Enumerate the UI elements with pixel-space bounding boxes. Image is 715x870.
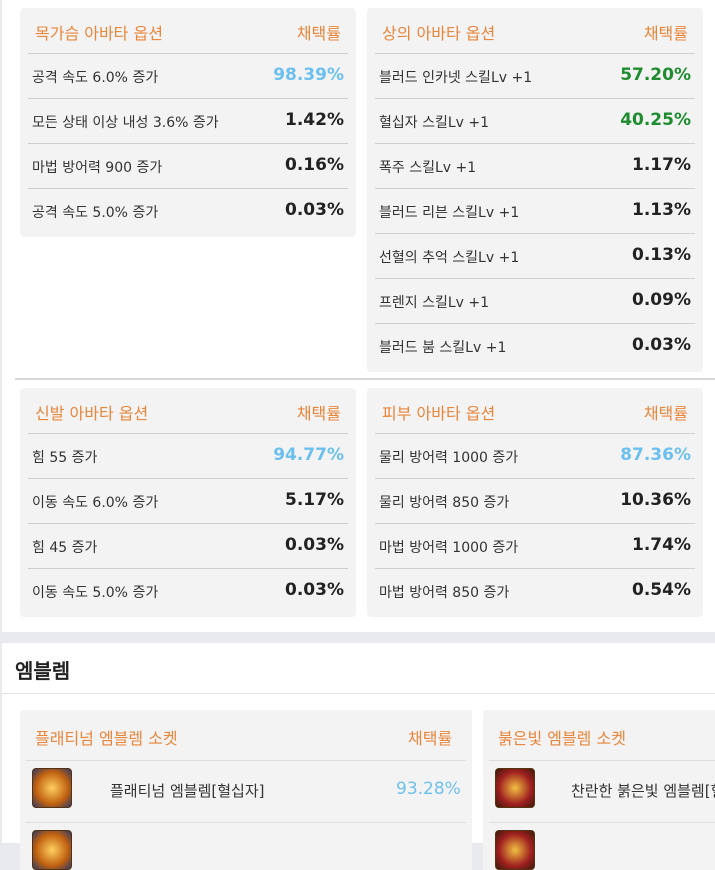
- row-separator: [375, 323, 695, 324]
- panel-title: 목가슴 아바타 옵션: [35, 24, 163, 43]
- adoption-rate: 0.09%: [632, 290, 691, 310]
- adoption-rate: 57.20%: [620, 65, 691, 85]
- rate-header: 채택률: [296, 24, 341, 43]
- adoption-rate: 10.36%: [620, 490, 691, 510]
- row-separator: [375, 53, 695, 54]
- row-separator: [375, 188, 695, 189]
- panel-title: 붉은빛 엠블렘 소켓: [498, 729, 626, 748]
- row-separator: [375, 433, 695, 434]
- rate-header: 채택률: [643, 404, 688, 423]
- panel-title: 신발 아바타 옵션: [35, 404, 149, 423]
- option-name: 혈십자 스킬Lv +1: [379, 115, 490, 131]
- emblem-icon: [32, 830, 72, 870]
- option-name: 블러드 붐 스킬Lv +1: [379, 340, 507, 356]
- adoption-rate: 0.54%: [632, 580, 691, 600]
- rate-header: 채택률: [296, 404, 341, 423]
- option-name: 공격 속도 5.0% 증가: [32, 205, 159, 221]
- row-separator: [489, 760, 715, 761]
- divider: [2, 693, 715, 694]
- option-name: 힘 55 증가: [32, 450, 98, 466]
- adoption-rate: 0.03%: [285, 535, 344, 555]
- panel-title: 상의 아바타 옵션: [382, 24, 496, 43]
- row-separator: [28, 188, 348, 189]
- row-separator: [489, 822, 715, 823]
- emblem-name: 플래티넘 엠블렘[혈십자]: [110, 782, 265, 800]
- row-separator: [375, 98, 695, 99]
- row-separator: [28, 568, 348, 569]
- adoption-rate: 0.13%: [632, 245, 691, 265]
- emblem-name: 찬란한 붉은빛 엠블렘[혈: [571, 782, 715, 800]
- adoption-rate: 1.74%: [632, 535, 691, 555]
- adoption-rate: 0.03%: [285, 200, 344, 220]
- rate-header: 채택률: [408, 729, 453, 748]
- adoption-rate: 1.42%: [285, 110, 344, 130]
- emblem-icon: [32, 768, 72, 808]
- row-separator: [28, 523, 348, 524]
- adoption-rate: 1.13%: [632, 200, 691, 220]
- row-separator: [375, 278, 695, 279]
- option-name: 공격 속도 6.0% 증가: [32, 70, 159, 86]
- option-name: 모든 상태 이상 내성 3.6% 증가: [32, 115, 219, 131]
- option-name: 마법 방어력 900 증가: [32, 160, 163, 176]
- panel-title: 플래티넘 엠블렘 소켓: [35, 729, 178, 748]
- row-separator: [28, 433, 348, 434]
- option-name: 블러드 리븐 스킬Lv +1: [379, 205, 520, 221]
- option-name: 물리 방어력 850 증가: [379, 495, 510, 511]
- section-title: 엠블렘: [15, 659, 71, 683]
- panel-title: 피부 아바타 옵션: [382, 404, 496, 423]
- adoption-rate: 98.39%: [273, 65, 344, 85]
- row-separator: [375, 143, 695, 144]
- option-name: 프렌지 스킬Lv +1: [379, 295, 490, 311]
- divider: [15, 378, 715, 380]
- row-separator: [26, 822, 466, 823]
- emblem-icon: [495, 768, 535, 808]
- row-separator: [26, 760, 466, 761]
- row-separator: [28, 143, 348, 144]
- row-separator: [375, 478, 695, 479]
- adoption-rate: 0.03%: [285, 580, 344, 600]
- adoption-rate: 1.17%: [632, 155, 691, 175]
- option-name: 마법 방어력 850 증가: [379, 585, 510, 601]
- adoption-rate: 0.03%: [632, 335, 691, 355]
- row-separator: [375, 568, 695, 569]
- row-separator: [28, 98, 348, 99]
- option-name: 선혈의 추억 스킬Lv +1: [379, 250, 520, 266]
- adoption-rate: 94.77%: [273, 445, 344, 465]
- row-separator: [28, 53, 348, 54]
- adoption-rate: 93.28%: [396, 779, 461, 799]
- option-name: 이동 속도 5.0% 증가: [32, 585, 159, 601]
- adoption-rate: 40.25%: [620, 110, 691, 130]
- adoption-rate: 5.17%: [285, 490, 344, 510]
- rate-header: 채택률: [643, 24, 688, 43]
- option-name: 폭주 스킬Lv +1: [379, 160, 477, 176]
- emblem-icon: [495, 830, 535, 870]
- option-name: 블러드 인카넷 스킬Lv +1: [379, 70, 533, 86]
- row-separator: [28, 478, 348, 479]
- row-separator: [375, 523, 695, 524]
- option-name: 물리 방어력 1000 증가: [379, 450, 519, 466]
- option-name: 이동 속도 6.0% 증가: [32, 495, 159, 511]
- adoption-rate: 0.16%: [285, 155, 344, 175]
- option-name: 마법 방어력 1000 증가: [379, 540, 519, 556]
- row-separator: [375, 233, 695, 234]
- option-name: 힘 45 증가: [32, 540, 98, 556]
- adoption-rate: 87.36%: [620, 445, 691, 465]
